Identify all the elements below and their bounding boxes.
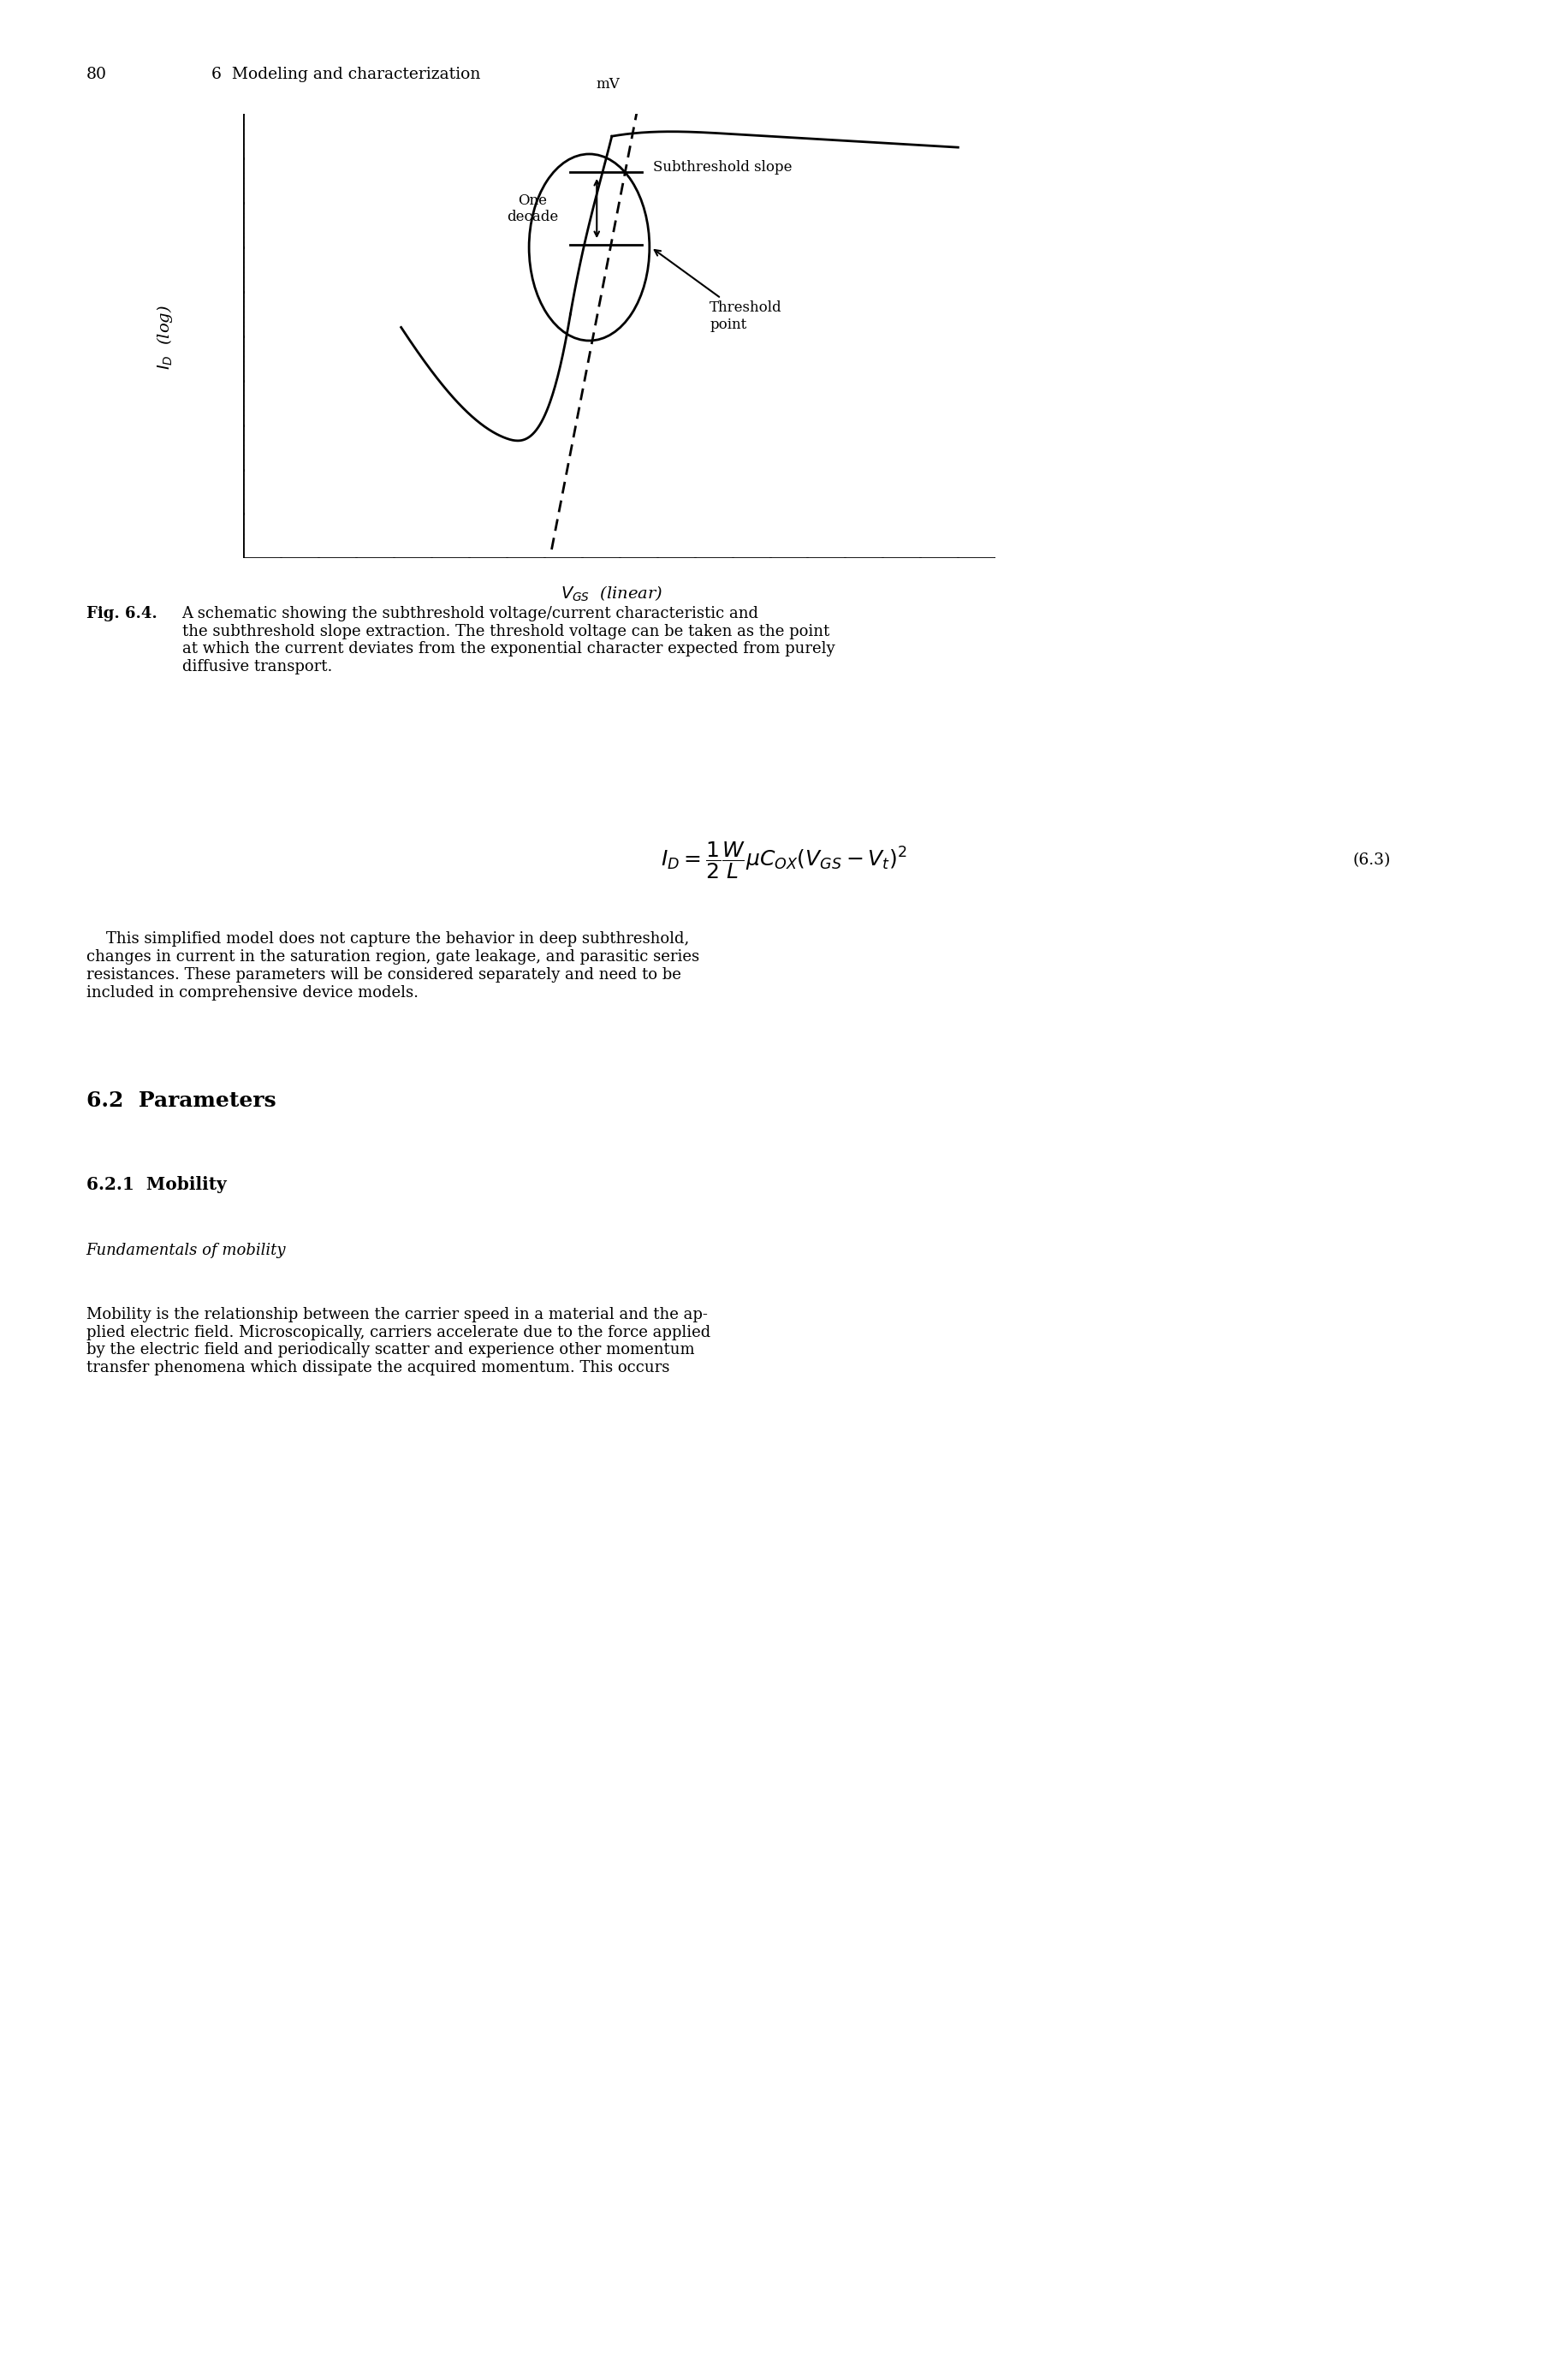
Text: Fig. 6.4.: Fig. 6.4. <box>86 606 157 620</box>
Text: $I_D = \dfrac{1}{2}\dfrac{W}{L}\mu C_{OX}(V_{GS} - V_t)^2$: $I_D = \dfrac{1}{2}\dfrac{W}{L}\mu C_{OX… <box>660 839 908 881</box>
Text: 6.2  Parameters: 6.2 Parameters <box>86 1091 276 1112</box>
Text: One
decade: One decade <box>506 192 558 223</box>
Text: A schematic showing the subthreshold voltage/current characteristic and
the subt: A schematic showing the subthreshold vol… <box>182 606 834 675</box>
Text: $I_D$  (log): $I_D$ (log) <box>155 304 174 371</box>
Text: Fundamentals of mobility: Fundamentals of mobility <box>86 1243 285 1257</box>
Text: mV: mV <box>596 78 619 93</box>
Text: 6  Modeling and characterization: 6 Modeling and characterization <box>212 67 481 81</box>
Text: Subthreshold slope: Subthreshold slope <box>654 159 792 176</box>
Text: 6.2.1  Mobility: 6.2.1 Mobility <box>86 1176 226 1193</box>
Text: 80: 80 <box>86 67 107 81</box>
Text: (6.3): (6.3) <box>1353 853 1391 867</box>
Text: This simplified model does not capture the behavior in deep subthreshold,
change: This simplified model does not capture t… <box>86 931 699 1000</box>
Text: Threshold
point: Threshold point <box>654 249 782 333</box>
Text: Mobility is the relationship between the carrier speed in a material and the ap-: Mobility is the relationship between the… <box>86 1307 710 1376</box>
Text: $V_{GS}$  (linear): $V_{GS}$ (linear) <box>560 584 663 604</box>
